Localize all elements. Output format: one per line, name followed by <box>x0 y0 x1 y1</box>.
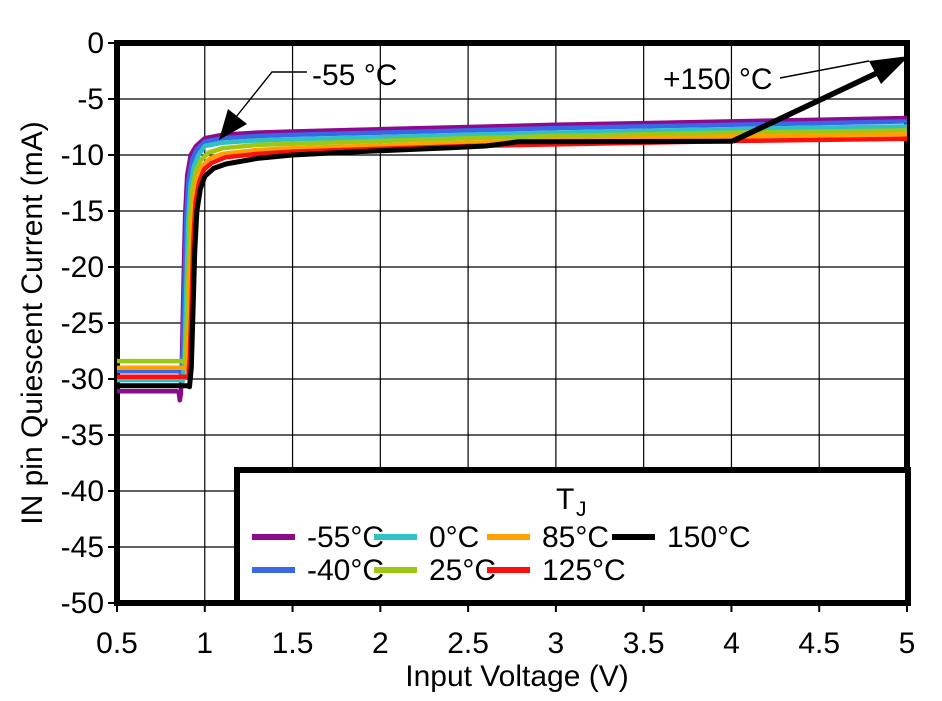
legend-label-0°C: 0°C <box>429 521 479 554</box>
curve-85C <box>117 132 908 372</box>
legend-label-25°C: 25°C <box>429 554 496 587</box>
y-tick-label: 0 <box>87 27 104 60</box>
y-tick-label: -35 <box>61 419 104 452</box>
legend-label-85°C: 85°C <box>542 521 609 554</box>
legend-box <box>234 467 911 606</box>
x-tick-label: 3 <box>548 627 565 660</box>
x-tick-label: 2.5 <box>447 627 489 660</box>
annotations: -55 °C +150 °C <box>219 56 909 144</box>
minus55-annotation-text: -55 °C <box>312 59 397 92</box>
curve--55C <box>117 115 908 403</box>
x-tick-label: 2 <box>372 627 389 660</box>
plus150-arrowhead <box>869 56 909 84</box>
minus55-arrowhead <box>219 109 247 140</box>
x-tick-label: 0.5 <box>96 627 138 660</box>
curve-125C <box>117 136 908 381</box>
plus150-annotation-text: +150 °C <box>663 63 773 96</box>
y-axis-title: IN pin Quiescent Current (mA) <box>16 121 49 524</box>
curve-150C <box>117 138 734 390</box>
x-tick-label: 3.5 <box>623 627 665 660</box>
x-tick-label: 4.5 <box>798 627 840 660</box>
y-tick-label: -40 <box>61 475 104 508</box>
y-tick-label: -10 <box>61 139 104 172</box>
plus150-arrow-shaft <box>731 70 879 144</box>
y-tick-label: -15 <box>61 195 104 228</box>
curve--40C <box>117 119 908 376</box>
legend-label-125°C: 125°C <box>542 554 626 587</box>
legend-title: T <box>556 483 574 516</box>
legend-label-150°C: 150°C <box>667 521 751 554</box>
plus150-leader-line <box>779 60 870 79</box>
legend-label--55°C: -55°C <box>307 521 384 554</box>
y-tick-label: -50 <box>61 587 104 620</box>
axis-labels: 0.5 1 1.5 2 2.5 3 3.5 4 4.5 5 0 -5 -10 -15 -20 -25 -30 -3… <box>61 27 916 660</box>
x-tick-label: 1 <box>196 627 213 660</box>
x-tick-label: 1.5 <box>272 627 314 660</box>
legend-title-subscript: J <box>576 498 587 521</box>
minus55-leader-line <box>235 71 307 118</box>
y-tick-label: -20 <box>61 251 104 284</box>
data-curves <box>117 115 908 403</box>
y-tick-label: -45 <box>61 531 104 564</box>
x-axis-title: Input Voltage (V) <box>405 660 628 693</box>
x-tick-label: 4 <box>723 627 740 660</box>
legend-label--40°C: -40°C <box>307 554 384 587</box>
curve-25C <box>117 128 908 365</box>
y-tick-label: -30 <box>61 363 104 396</box>
x-tick-label: 5 <box>899 627 916 660</box>
y-tick-label: -5 <box>77 83 104 116</box>
y-tick-label: -25 <box>61 307 104 340</box>
